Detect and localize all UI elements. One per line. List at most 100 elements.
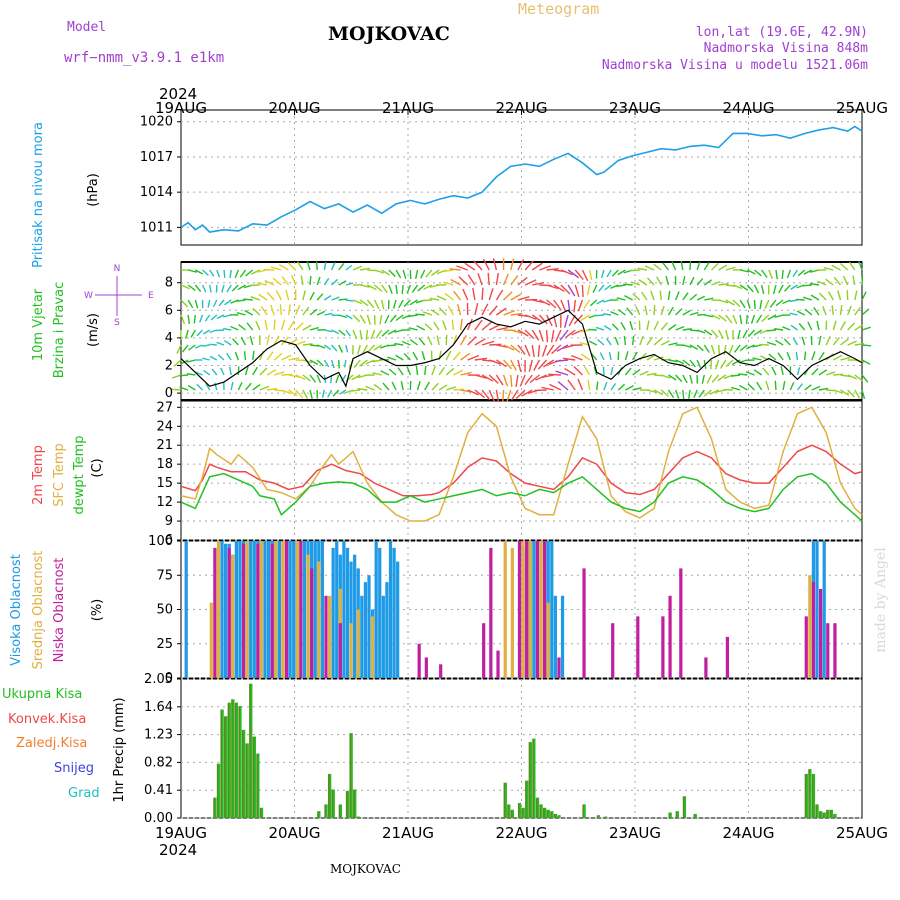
model-label: Model xyxy=(67,20,107,35)
wind-arrow xyxy=(467,318,473,331)
wind-arrow xyxy=(244,366,249,376)
wind-arrow xyxy=(202,344,210,347)
wind-arrow xyxy=(782,326,791,331)
precip-bar-total xyxy=(333,789,335,818)
wind-arrow xyxy=(309,374,317,383)
wind-arrow xyxy=(842,275,849,286)
wind-arrow xyxy=(557,381,569,391)
wind-arrow xyxy=(739,344,748,352)
wind-arrow xyxy=(839,304,843,316)
cloud-bar-mid_cloud xyxy=(349,623,353,678)
y-tick-label: 2.05 xyxy=(144,672,173,687)
wind-arrow xyxy=(675,374,683,383)
wind-arrow xyxy=(345,329,351,337)
wind-arrow xyxy=(747,383,755,391)
wind-arrow xyxy=(187,284,196,291)
wind-arrow xyxy=(230,381,234,391)
wind-arrow xyxy=(639,370,649,376)
wind-arrow xyxy=(367,344,376,353)
wind-arrow xyxy=(309,344,320,347)
y-tick-label: 1.64 xyxy=(144,700,173,715)
y-tick-label: 0.00 xyxy=(144,811,173,826)
precip-bar xyxy=(216,763,221,818)
wind-arrow xyxy=(387,356,397,361)
wind-arrow xyxy=(646,336,654,346)
precip-bar xyxy=(532,738,536,818)
legend-conv: Konvek.Kisa xyxy=(8,712,87,727)
wind-arrow xyxy=(474,338,486,346)
precip-bar-total xyxy=(508,804,511,818)
wind-arrow xyxy=(784,284,791,292)
wind-arrow xyxy=(180,299,189,308)
wind-arrow xyxy=(577,378,584,391)
wind-arrow xyxy=(510,293,522,301)
cloud-bar-low_cloud xyxy=(611,623,615,678)
wind-arrow xyxy=(273,352,283,361)
wind-arrow xyxy=(295,322,304,331)
wind-arrow xyxy=(574,269,584,281)
wind-arrow xyxy=(214,382,218,391)
cloud-bar-high_cloud xyxy=(378,547,382,678)
wind-arrow xyxy=(538,329,544,342)
wind-arrow xyxy=(456,303,462,316)
wind-arrow xyxy=(668,342,678,346)
cloud-bar-mid_cloud xyxy=(808,575,812,678)
wind-arrow xyxy=(187,314,190,325)
cloud-bar-high_cloud xyxy=(342,541,346,678)
wind-arrow xyxy=(288,338,298,346)
date-label-bottom: 23AUG xyxy=(609,824,661,842)
wind-arrow xyxy=(660,322,668,331)
wind-arrow xyxy=(761,269,768,278)
wind-arrow xyxy=(528,359,533,372)
wind-arrow xyxy=(567,299,571,313)
wind-arrow xyxy=(252,366,259,376)
wind-arrow xyxy=(223,339,232,346)
wind-arrow xyxy=(840,338,849,346)
wind-arrow xyxy=(539,265,551,271)
wind-arrow xyxy=(725,299,735,306)
date-label-bottom: 24AUG xyxy=(723,824,775,842)
y-tick-label: 1014 xyxy=(140,185,173,200)
wind-arrow xyxy=(452,351,461,361)
wind-arrow xyxy=(745,314,749,325)
wind-arrow xyxy=(617,309,626,316)
wind-arrow xyxy=(239,269,247,278)
precip-bar-total xyxy=(232,699,235,818)
wind-arrow xyxy=(406,284,412,294)
wind-arrow xyxy=(832,336,841,346)
wind-arrow xyxy=(531,262,543,271)
wind-arrow xyxy=(297,261,304,271)
wind-arrow xyxy=(792,337,799,346)
y-tick-label: 4 xyxy=(165,331,173,346)
wind-arrow xyxy=(737,329,741,340)
wind-arrow xyxy=(350,389,361,392)
cloud-bar-mid_cloud xyxy=(216,541,221,678)
cloud-bar-high_cloud xyxy=(302,541,307,678)
y-tick-label: 75 xyxy=(156,568,173,583)
wind-arrow xyxy=(387,344,397,347)
wind-arrow xyxy=(510,389,519,401)
cloud-bar-low_cloud xyxy=(725,636,730,678)
precip-bar-total xyxy=(229,702,231,818)
wind-arrow xyxy=(640,291,648,301)
precip-bar-total xyxy=(827,809,830,818)
wind-arrow xyxy=(252,384,261,391)
wind-arrow xyxy=(424,381,430,391)
wind-arrow xyxy=(588,269,593,281)
wind-arrow xyxy=(517,259,525,271)
wind-arrow xyxy=(359,299,369,307)
wind-arrow xyxy=(309,291,315,301)
wind-arrow xyxy=(747,329,755,338)
wind-arrow xyxy=(524,329,535,339)
wind-arrow xyxy=(739,299,746,309)
wind-arrow xyxy=(760,284,765,295)
wind-arrow xyxy=(503,310,515,316)
wind-arrow xyxy=(495,389,500,402)
wind-arrow xyxy=(477,272,483,286)
wind-arrow xyxy=(646,277,655,286)
wind-arrow xyxy=(847,305,852,316)
cloud-bar-mid_cloud xyxy=(259,541,264,678)
wind-arrow xyxy=(696,261,701,271)
wind-arrow xyxy=(840,356,851,361)
y-tick-label: 25 xyxy=(156,637,173,652)
